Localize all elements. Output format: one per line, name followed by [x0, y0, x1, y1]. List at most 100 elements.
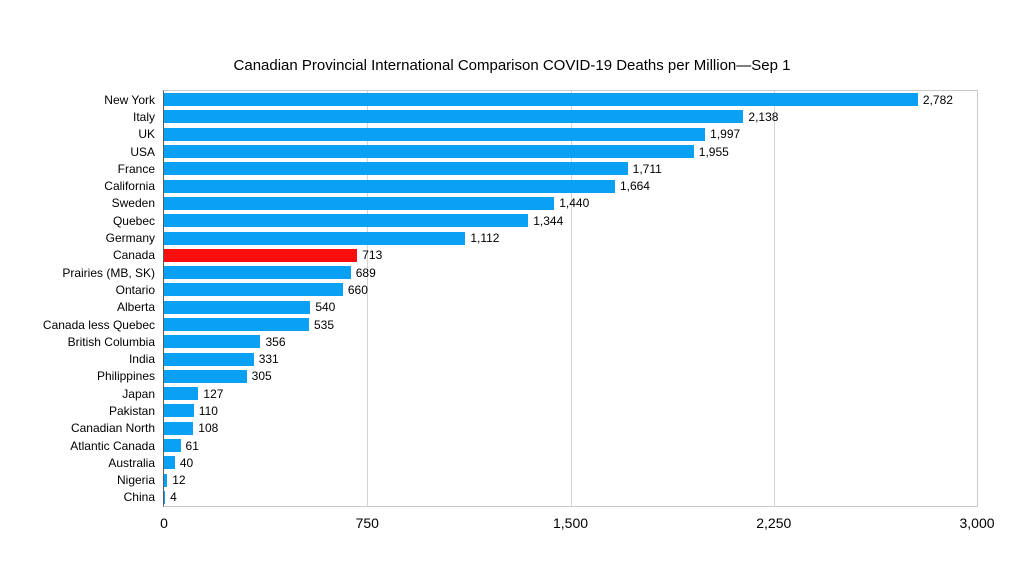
category-label: Canadian North	[70, 421, 155, 436]
bar	[164, 248, 358, 262]
value-label: 1,997	[710, 127, 741, 142]
bar	[164, 214, 529, 228]
bar-row: Atlantic Canada 61	[70, 437, 977, 454]
value-label: 331	[258, 352, 279, 367]
value-label: 4	[170, 490, 177, 505]
bar-row: California 1,664	[104, 177, 977, 194]
category-label: Sweden	[111, 196, 155, 211]
bar	[164, 127, 706, 141]
bar	[164, 162, 628, 176]
bar-row: Australia 40	[108, 454, 977, 471]
value-label: 40	[179, 455, 194, 470]
value-label: 2,138	[748, 109, 779, 124]
bar	[164, 335, 261, 349]
plot-area: New York 2,782 Italy 2,138 UK 1,997 USA 1,955 Fr…	[43, 90, 995, 531]
bar-row: Philippines 305	[97, 368, 977, 385]
bar	[164, 490, 166, 504]
bar-row: UK 1,997	[138, 126, 977, 143]
value-label: 535	[313, 317, 335, 332]
bar	[164, 387, 199, 401]
x-tick-label: 3,000	[959, 515, 995, 531]
value-label: 305	[251, 369, 272, 384]
bar-row: Sweden 1,440	[112, 195, 977, 212]
value-label: 1,440	[559, 196, 590, 211]
bar	[164, 300, 311, 314]
gridline	[773, 91, 775, 506]
bar-row: Japan 127	[122, 385, 977, 402]
bar	[164, 93, 918, 107]
value-label: 1,955	[698, 144, 729, 159]
bar-row: British Columbia 356	[68, 333, 977, 350]
bar	[164, 179, 615, 193]
category-label: UK	[138, 127, 155, 142]
bar-row: Canadian North 108	[71, 420, 977, 437]
category-label: British Columbia	[67, 334, 155, 349]
bar-row: New York 2,782	[104, 91, 977, 108]
bar-row: Pakistan 110	[109, 402, 977, 419]
bar-rows: New York 2,782 Italy 2,138 UK 1,997 USA 1,955 Fr…	[43, 91, 977, 506]
bar	[164, 318, 309, 331]
value-label: 1,344	[533, 213, 564, 228]
bar-row: Alberta 540	[117, 299, 977, 316]
category-label: Philippines	[96, 369, 155, 384]
bar	[164, 283, 343, 297]
value-label: 61	[185, 438, 199, 453]
bar	[164, 473, 168, 487]
bar-row: Italy 2,138	[133, 108, 977, 125]
category-label: Germany	[105, 231, 155, 246]
category-label: Atlantic Canada	[70, 438, 155, 453]
value-label: 12	[172, 473, 186, 488]
x-tick-label: 750	[355, 515, 379, 531]
value-label: 127	[203, 386, 224, 401]
bar-row: India 331	[129, 350, 977, 367]
bar	[164, 231, 466, 245]
category-label: China	[123, 490, 155, 505]
category-label: Ontario	[115, 282, 155, 297]
value-label: 1,664	[619, 179, 650, 194]
bar-row: USA 1,955	[130, 143, 977, 160]
bar	[164, 456, 175, 470]
gridline	[367, 91, 369, 506]
bar	[164, 421, 194, 435]
category-label: Japan	[122, 386, 155, 401]
value-label: 660	[347, 282, 368, 297]
gridline	[570, 91, 572, 506]
bar	[164, 352, 254, 366]
category-label: Alberta	[116, 300, 155, 315]
category-label: India	[128, 352, 155, 367]
category-label: Australia	[108, 455, 155, 470]
x-tick-label: 2,250	[756, 515, 792, 531]
x-tick-label: 0	[160, 515, 168, 531]
bar	[164, 369, 247, 383]
value-label: 108	[198, 421, 219, 436]
bar-row: China 4	[124, 489, 977, 506]
category-label: France	[117, 161, 155, 176]
category-label: USA	[130, 144, 155, 159]
value-label: 356	[265, 334, 286, 349]
bar-row: France 1,711	[118, 160, 977, 177]
value-label: 2,782	[922, 92, 953, 107]
bar-row: Germany 1,112	[106, 229, 977, 246]
category-label: Pakistan	[108, 403, 155, 418]
bar-row: Quebec 1,344	[113, 212, 977, 229]
category-label: New York	[104, 92, 155, 107]
bar	[164, 196, 555, 210]
bar	[164, 404, 194, 418]
category-label: Canada	[112, 248, 155, 263]
category-label: Canada less Quebec	[42, 317, 155, 332]
bar-row: Canada 713	[113, 247, 977, 264]
bar-row: Prairies (MB, SK) 689	[62, 264, 977, 281]
x-tick-label: 1,500	[552, 515, 589, 531]
bar	[164, 439, 181, 453]
value-label: 689	[355, 265, 376, 280]
category-label: Prairies (MB, SK)	[62, 265, 155, 280]
bar	[164, 266, 351, 280]
category-label: Quebec	[112, 213, 155, 228]
category-label: California	[104, 179, 155, 194]
value-label: 110	[198, 403, 218, 418]
value-label: 713	[362, 248, 383, 263]
value-label: 1,112	[470, 231, 500, 246]
value-label: 1,711	[632, 161, 662, 176]
bar-row: Canada less Quebec 535	[43, 316, 977, 333]
